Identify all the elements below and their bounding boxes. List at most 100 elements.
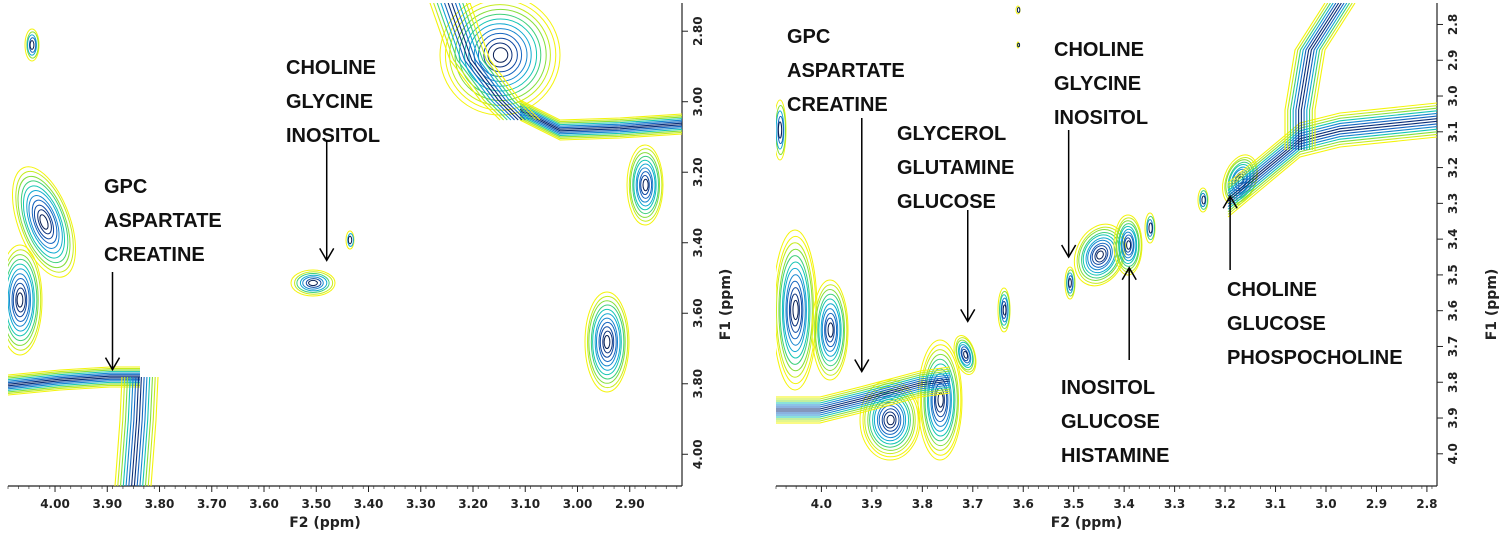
contour-line <box>492 47 509 63</box>
y-tick-label: 3.4 <box>1446 229 1460 250</box>
contour-line <box>8 367 140 378</box>
annotation-arrowhead <box>1061 244 1077 259</box>
contour-line <box>1303 3 1345 150</box>
contour-line <box>1118 225 1138 265</box>
contour-line <box>1227 123 1437 205</box>
contour-line <box>1068 278 1072 288</box>
contour-line <box>930 373 951 427</box>
contour-line <box>960 346 971 364</box>
contour-line <box>813 284 848 376</box>
contour-line <box>633 159 657 211</box>
contour-line <box>776 368 951 400</box>
contour-line <box>436 3 508 121</box>
metabolite-annotation: GPC ASPARTATE CREATINE <box>787 26 905 373</box>
contour-line <box>632 155 659 215</box>
contour-line <box>1227 125 1437 207</box>
annotation-label: INOSITOL <box>1054 107 1148 129</box>
contour-line <box>519 113 682 135</box>
x-tick-label: 3.70 <box>197 497 227 511</box>
metabolite-annotation: INOSITOL GLUCOSE HISTAMINE <box>1061 266 1170 467</box>
contour-line <box>1090 242 1112 268</box>
contour-line <box>429 3 501 121</box>
contour-line <box>294 271 334 295</box>
contour-line <box>519 110 682 132</box>
contour-line <box>519 99 682 121</box>
x-tick-label: 3.5 <box>1063 497 1084 511</box>
contour-line <box>776 374 951 406</box>
annotation-label: PHOSPOCHOLINE <box>1227 347 1403 369</box>
contour-line <box>8 263 35 337</box>
contour-ridge <box>1227 102 1437 218</box>
contour-line <box>290 269 336 297</box>
contour-line <box>136 376 145 486</box>
contour-line <box>1289 3 1331 150</box>
y-tick-label: 3.00 <box>691 87 705 117</box>
contour-ridge <box>519 99 682 141</box>
contour-line <box>347 235 353 245</box>
contour-line <box>8 254 39 346</box>
contour-line <box>150 376 159 486</box>
contour-line <box>776 384 951 416</box>
contour-line <box>483 37 518 73</box>
metabolite-annotation: CHOLINE GLYCINE INOSITOL <box>1054 39 1148 259</box>
contour-peak <box>1144 212 1156 244</box>
contour-line <box>872 395 910 445</box>
contour-layer <box>776 3 1437 461</box>
x-tick-label: 3.8 <box>912 497 933 511</box>
contour-line <box>114 376 123 486</box>
x-tick-label: 3.60 <box>249 497 279 511</box>
contour-line <box>1227 102 1437 184</box>
contour-line <box>519 104 682 126</box>
x-tick-label: 3.4 <box>1114 497 1135 511</box>
annotation-label: GLYCEROL <box>897 123 1006 145</box>
contour-line <box>924 358 956 442</box>
contour-line <box>122 376 131 486</box>
y-tick-label: 3.5 <box>1446 264 1460 285</box>
x-axis-label: F2 (ppm) <box>1051 515 1123 531</box>
contour-line <box>8 372 140 382</box>
contour-line <box>458 3 530 121</box>
contour-line <box>31 199 58 244</box>
contour-line <box>817 293 844 367</box>
contour-peak <box>290 269 336 297</box>
contour-line <box>776 390 951 422</box>
contour-line <box>961 348 969 362</box>
y-tick-label: 3.0 <box>1446 85 1460 106</box>
contour-line <box>776 366 951 398</box>
x-tick-label: 3.30 <box>406 497 436 511</box>
contour-line <box>788 287 803 333</box>
contour-line <box>24 28 40 62</box>
annotation-label: GLYCINE <box>286 91 373 113</box>
annotation-label: INOSITOL <box>286 125 380 147</box>
y-tick-label: 3.60 <box>691 298 705 328</box>
contour-line <box>1124 237 1132 253</box>
contour-line <box>439 3 561 116</box>
contour-line <box>1148 222 1153 234</box>
contour-line <box>131 376 140 486</box>
contour-line <box>347 233 354 247</box>
contour-line <box>1284 3 1326 150</box>
contour-line <box>1113 214 1143 276</box>
contour-ridge <box>114 376 159 486</box>
y-tick-label: 3.3 <box>1446 193 1460 214</box>
annotation-label: GLYCINE <box>1054 73 1141 95</box>
metabolite-annotation: GPC ASPARTATE CREATINE <box>104 176 222 372</box>
contour-peak <box>24 28 40 62</box>
contour-line <box>878 405 902 435</box>
contour-line <box>827 322 834 338</box>
contour-line <box>820 303 841 357</box>
contour-line <box>587 295 629 389</box>
contour-line <box>33 204 55 240</box>
contour-peak <box>1197 187 1209 213</box>
x-tick-label: 3.0 <box>1315 497 1336 511</box>
contour-line <box>886 414 895 426</box>
contour-line <box>584 291 630 393</box>
contour-line <box>785 274 806 346</box>
x-tick-label: 4.00 <box>40 497 70 511</box>
contour-line <box>1227 115 1437 197</box>
x-tick-label: 3.6 <box>1013 497 1034 511</box>
annotation-arrowhead <box>1222 194 1238 209</box>
contour-line <box>11 277 30 323</box>
contour-line <box>468 23 532 87</box>
